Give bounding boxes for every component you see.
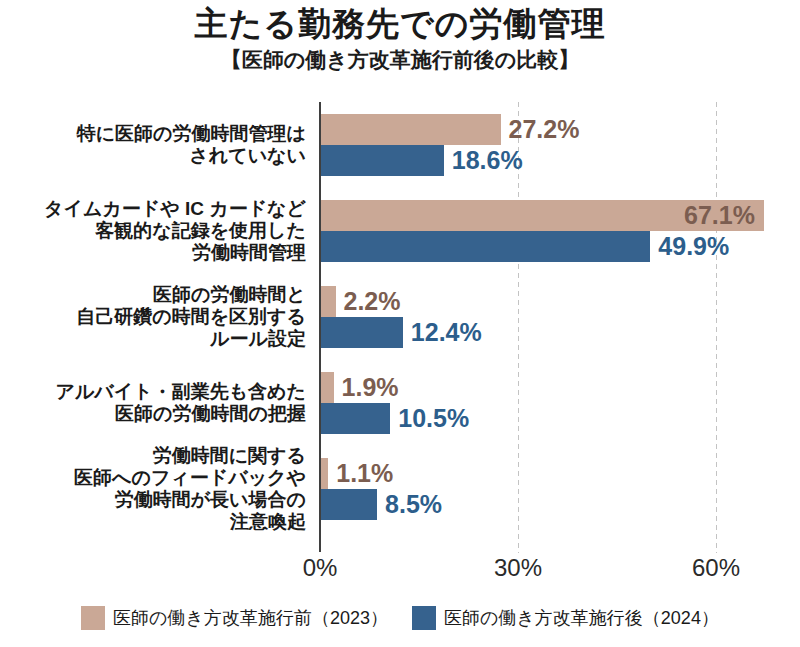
- legend-label-after: 医師の働き方改革施行後（2024）: [444, 606, 719, 630]
- chart-subtitle: 【医師の働き方改革施行前後の比較】: [0, 46, 800, 74]
- value-label-after: 49.9%: [658, 231, 729, 262]
- x-tick-label: 0%: [270, 554, 370, 582]
- value-label-before: 2.2%: [344, 286, 401, 317]
- value-label-after: 18.6%: [452, 145, 523, 176]
- category-label: アルバイト・副業先も含めた医師の労働時間の把握: [55, 381, 306, 425]
- legend: 医師の働き方改革施行前（2023） 医師の働き方改革施行後（2024）: [0, 606, 800, 630]
- value-label-before: 27.2%: [509, 114, 580, 145]
- bar-after: [321, 489, 377, 520]
- x-tick-label: 30%: [468, 554, 568, 582]
- value-label-after: 10.5%: [398, 403, 469, 434]
- legend-swatch-before: [81, 606, 105, 630]
- category-label: タイムカードや IC カードなど客観的な記録を使用した労働時間管理: [44, 198, 306, 264]
- x-tick-label: 60%: [666, 554, 766, 582]
- legend-item-before: 医師の働き方改革施行前（2023）: [81, 606, 388, 630]
- chart-title: 主たる勤務先での労働管理: [0, 2, 800, 47]
- bar-before: [321, 458, 328, 489]
- bar-before: [321, 372, 334, 403]
- category-label: 特に医師の労働時間管理はされていない: [77, 123, 306, 167]
- bar-before: [321, 286, 336, 317]
- chart-page: 主たる勤務先での労働管理 【医師の働き方改革施行前後の比較】 特に医師の労働時間…: [0, 0, 800, 647]
- bar-after: [321, 317, 403, 348]
- bar-after: [321, 231, 650, 262]
- gridline-60: [716, 102, 717, 553]
- value-label-before: 67.1%: [684, 200, 755, 231]
- value-label-before: 1.9%: [342, 372, 399, 403]
- legend-swatch-after: [412, 606, 436, 630]
- bar-after: [321, 403, 390, 434]
- category-label: 医師の労働時間と自己研鑽の時間を区別するルール設定: [76, 284, 306, 350]
- value-label-after: 8.5%: [385, 489, 442, 520]
- legend-item-after: 医師の働き方改革施行後（2024）: [412, 606, 719, 630]
- bar-after: [321, 145, 444, 176]
- value-label-after: 12.4%: [411, 317, 482, 348]
- category-label: 労働時間に関する医師へのフィードバックや労働時間が長い場合の注意喚起: [74, 445, 306, 533]
- bar-before: [321, 114, 501, 145]
- value-label-before: 1.1%: [336, 458, 393, 489]
- legend-label-before: 医師の働き方改革施行前（2023）: [113, 606, 388, 630]
